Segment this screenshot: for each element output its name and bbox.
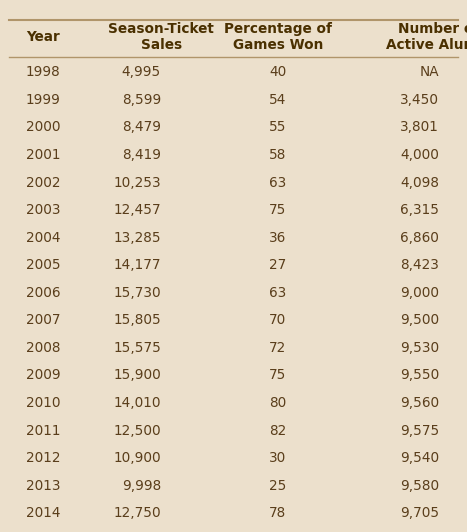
Text: 27: 27 [269,258,286,272]
Text: 6,315: 6,315 [400,203,439,217]
Text: 30: 30 [269,451,286,465]
Text: 8,423: 8,423 [400,258,439,272]
Text: 63: 63 [269,176,286,189]
Text: Year: Year [26,30,59,44]
Text: 9,550: 9,550 [400,369,439,383]
Text: 14,010: 14,010 [113,396,161,410]
Text: 82: 82 [269,423,286,438]
Text: 2001: 2001 [26,148,60,162]
Text: 75: 75 [269,203,287,217]
Text: 8,599: 8,599 [122,93,161,107]
Text: 70: 70 [269,313,286,327]
Text: 55: 55 [269,120,287,135]
Text: 9,705: 9,705 [400,506,439,520]
Text: Number of
Active Alumni: Number of Active Alumni [386,22,467,52]
Text: 12,500: 12,500 [113,423,161,438]
Text: 80: 80 [269,396,286,410]
Text: 58: 58 [269,148,287,162]
Text: 2002: 2002 [26,176,60,189]
Text: 9,998: 9,998 [122,479,161,493]
Text: 2005: 2005 [26,258,60,272]
Text: 54: 54 [269,93,287,107]
Text: 12,750: 12,750 [113,506,161,520]
Text: 9,580: 9,580 [400,479,439,493]
Text: 9,540: 9,540 [400,451,439,465]
Text: NA: NA [419,65,439,79]
Text: 72: 72 [269,341,286,355]
Text: 2003: 2003 [26,203,60,217]
Text: 2000: 2000 [26,120,60,135]
Text: 2007: 2007 [26,313,60,327]
Text: 8,479: 8,479 [122,120,161,135]
Text: 10,253: 10,253 [113,176,161,189]
Text: 2009: 2009 [26,369,60,383]
Text: 10,900: 10,900 [113,451,161,465]
Text: 1999: 1999 [26,93,61,107]
Text: 13,285: 13,285 [113,231,161,245]
Text: 2012: 2012 [26,451,60,465]
Text: 9,530: 9,530 [400,341,439,355]
Text: 4,995: 4,995 [122,65,161,79]
Text: 2010: 2010 [26,396,60,410]
Text: 4,000: 4,000 [400,148,439,162]
Text: 9,000: 9,000 [400,286,439,300]
Text: 3,450: 3,450 [400,93,439,107]
Text: 2011: 2011 [26,423,60,438]
Text: 2013: 2013 [26,479,60,493]
Text: 14,177: 14,177 [113,258,161,272]
Text: 15,730: 15,730 [113,286,161,300]
Text: 12,457: 12,457 [113,203,161,217]
Text: 9,575: 9,575 [400,423,439,438]
Text: 36: 36 [269,231,286,245]
Text: 9,560: 9,560 [400,396,439,410]
Text: 2014: 2014 [26,506,60,520]
Text: 40: 40 [269,65,286,79]
Text: 3,801: 3,801 [400,120,439,135]
Text: 2004: 2004 [26,231,60,245]
Text: 2008: 2008 [26,341,60,355]
Text: 2006: 2006 [26,286,60,300]
Text: 63: 63 [269,286,286,300]
Text: 75: 75 [269,369,287,383]
Text: 8,419: 8,419 [122,148,161,162]
Text: 15,900: 15,900 [113,369,161,383]
Text: 1998: 1998 [26,65,60,79]
Text: Percentage of
Games Won: Percentage of Games Won [224,22,332,52]
Text: 78: 78 [269,506,286,520]
Text: 15,805: 15,805 [113,313,161,327]
Text: 6,860: 6,860 [400,231,439,245]
Text: Season-Ticket
Sales: Season-Ticket Sales [108,22,214,52]
Text: 4,098: 4,098 [400,176,439,189]
Text: 15,575: 15,575 [113,341,161,355]
Text: 25: 25 [269,479,287,493]
Text: 9,500: 9,500 [400,313,439,327]
